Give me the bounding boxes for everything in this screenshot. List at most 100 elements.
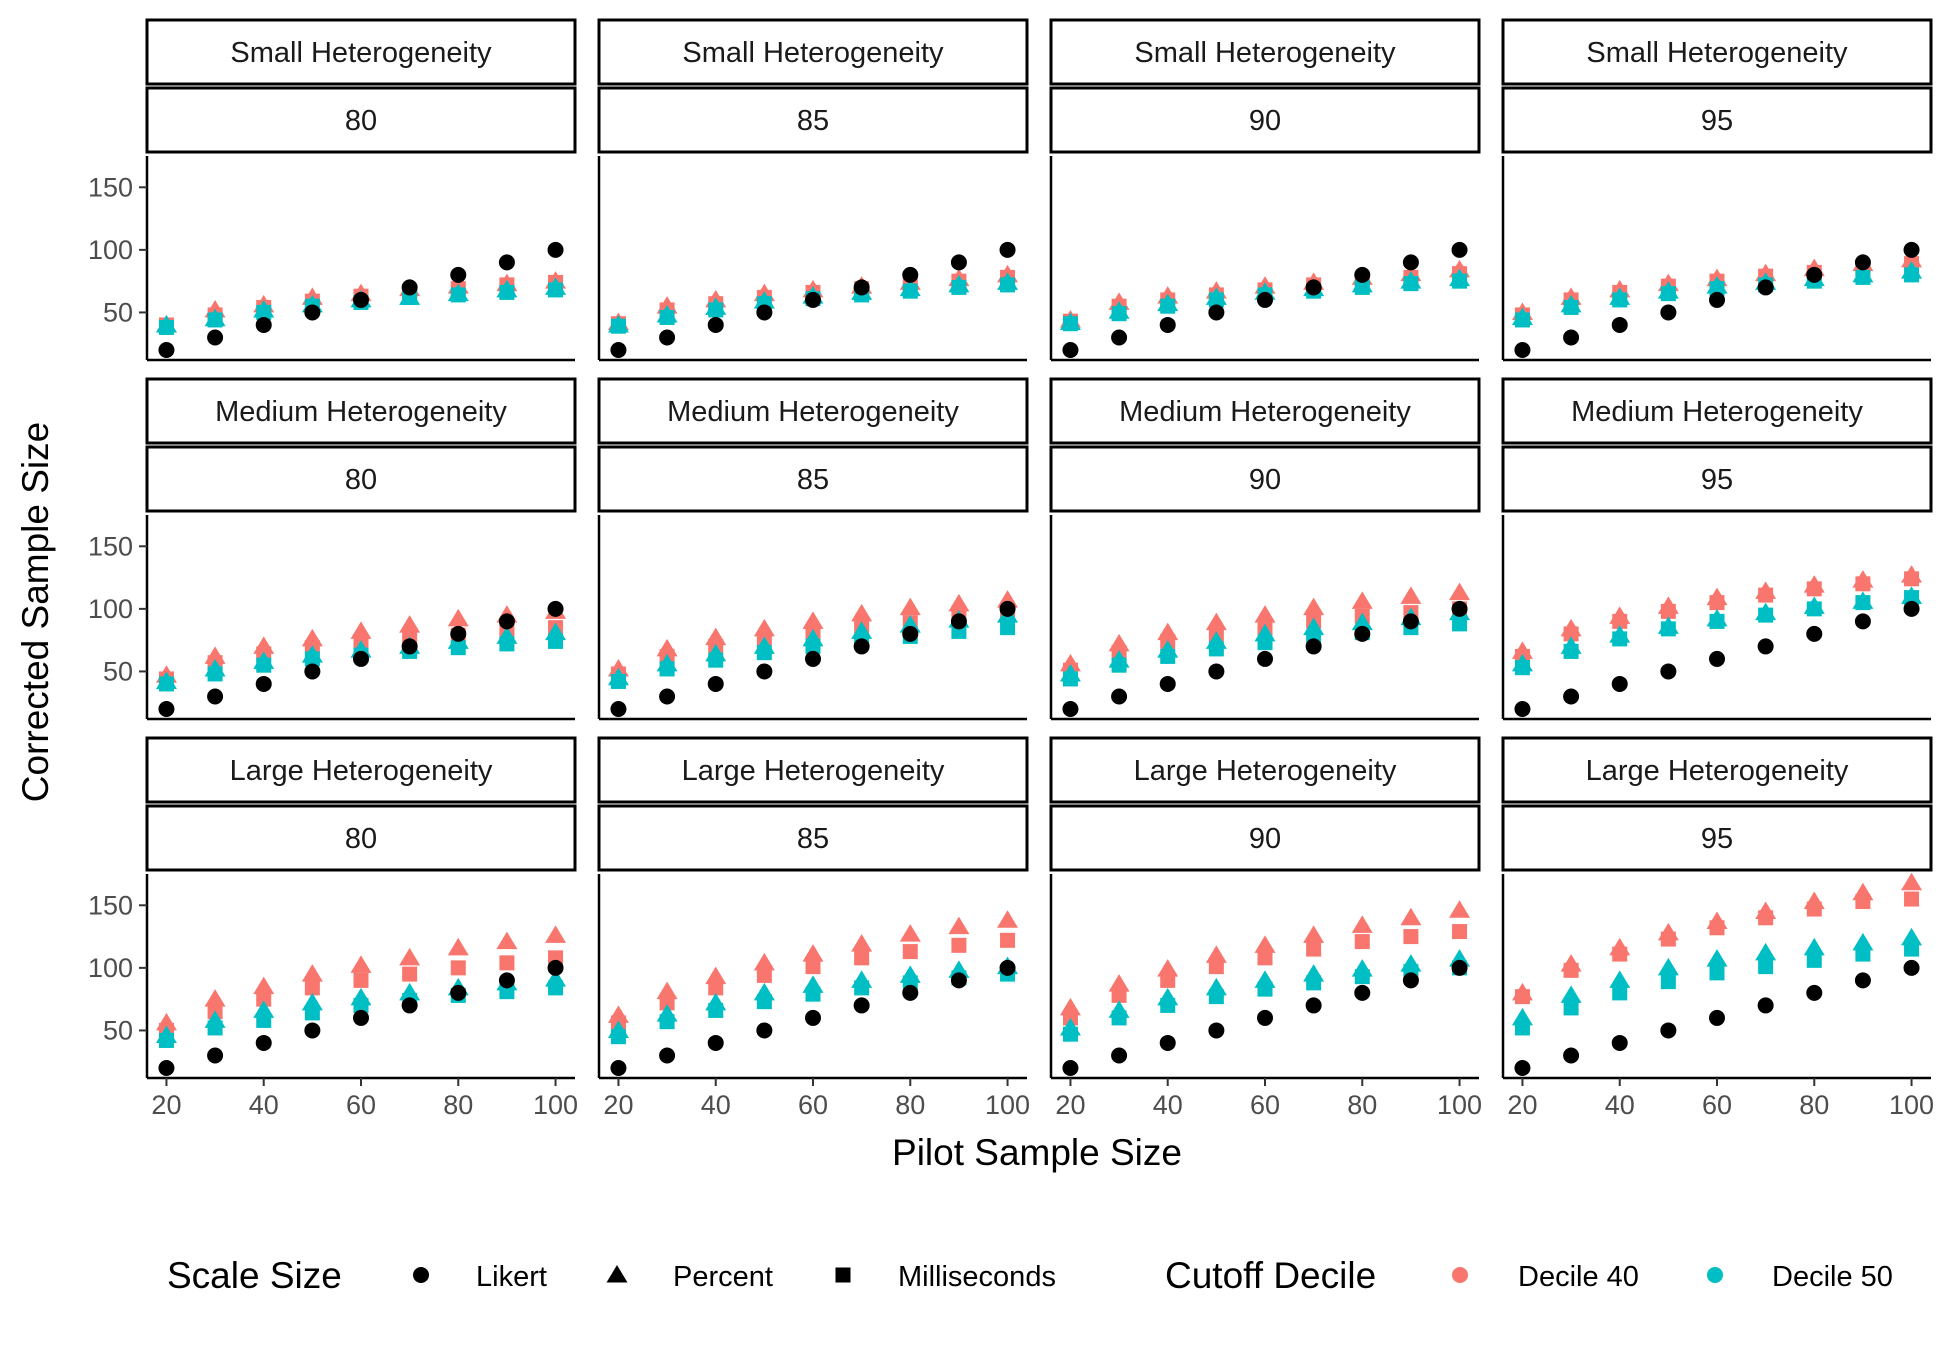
point-likert — [902, 984, 919, 1001]
point-likert — [353, 1009, 369, 1026]
point-milliseconds-decile50 — [1208, 292, 1224, 308]
x-tick-label: 80 — [1347, 1090, 1377, 1120]
legend-color-title: Cutoff Decile — [1165, 1255, 1376, 1296]
point-likert — [1257, 1009, 1273, 1026]
point-milliseconds-decile50 — [610, 673, 626, 689]
point-likert — [1854, 254, 1871, 271]
x-tick-label: 60 — [798, 1090, 828, 1120]
point-likert — [353, 650, 369, 667]
facet-strip-row — [145, 377, 577, 445]
facet-panel: Large Heterogeneity 80 50 100 150 20 40 60 80 100 — [88, 736, 578, 1120]
point-percent-decile40 — [1157, 959, 1179, 977]
point-likert — [1903, 600, 1920, 617]
point-likert — [902, 625, 919, 642]
facet-strip-row-label: Medium Heterogeneity — [1119, 396, 1411, 428]
x-tick-label: 40 — [701, 1090, 731, 1120]
point-milliseconds-decile50 — [1612, 631, 1628, 647]
x-tick-label: 100 — [985, 1090, 1030, 1120]
point-likert — [1611, 1034, 1628, 1051]
point-milliseconds-decile40 — [1709, 920, 1725, 936]
point-milliseconds-decile50 — [1709, 281, 1725, 297]
point-likert — [1402, 972, 1419, 989]
point-likert — [1806, 266, 1823, 283]
point-milliseconds-decile50 — [304, 1005, 320, 1021]
facet-strip-row — [597, 736, 1029, 804]
point-likert — [999, 959, 1016, 976]
facet-panel: Large Heterogeneity 85 20 40 60 80 100 — [597, 736, 1030, 1120]
point-milliseconds-decile40 — [1354, 934, 1370, 950]
point-likert — [610, 341, 627, 358]
point-milliseconds-decile50 — [207, 1020, 223, 1036]
point-likert — [707, 675, 724, 692]
point-milliseconds-decile50 — [805, 638, 821, 654]
point-likert — [1305, 279, 1322, 296]
point-milliseconds-decile40 — [854, 950, 870, 966]
point-milliseconds-decile50 — [1000, 277, 1016, 293]
point-milliseconds-decile50 — [207, 312, 223, 328]
legend-label: Decile 50 — [1772, 1261, 1893, 1293]
point-milliseconds-decile50 — [756, 994, 772, 1010]
point-milliseconds-decile40 — [1612, 946, 1628, 962]
point-milliseconds-decile50 — [659, 309, 675, 325]
facet-strip-row-label: Medium Heterogeneity — [667, 396, 959, 428]
facet-strip-col-label: 90 — [1249, 823, 1281, 855]
point-likert — [1111, 329, 1128, 346]
point-percent-decile40 — [948, 593, 970, 612]
facet-strip-col — [1049, 86, 1481, 154]
facet-strip-col-label: 80 — [345, 464, 377, 496]
point-milliseconds-decile50 — [1111, 1010, 1127, 1026]
facet-strip-row — [1501, 736, 1933, 804]
point-likert — [1563, 329, 1580, 346]
facet-strip-row-label: Small Heterogeneity — [230, 37, 492, 69]
point-milliseconds-decile50 — [708, 302, 724, 318]
point-likert — [853, 638, 870, 655]
point-percent-decile40 — [1351, 591, 1373, 609]
point-milliseconds-decile50 — [450, 287, 466, 303]
facet-strip-col-label: 85 — [797, 464, 829, 496]
point-likert — [304, 1022, 321, 1039]
point-likert — [547, 959, 564, 976]
point-milliseconds-decile40 — [805, 959, 821, 975]
point-percent-decile40 — [204, 989, 226, 1007]
facet-strip-col-label: 90 — [1249, 105, 1281, 137]
point-likert — [1208, 1022, 1225, 1039]
point-likert — [1806, 984, 1823, 1001]
point-likert — [805, 650, 821, 667]
point-likert — [853, 997, 870, 1014]
facet-strip-row — [1501, 18, 1933, 86]
facet-panel: Medium Heterogeneity 95 — [1501, 377, 1933, 721]
point-milliseconds-decile40 — [1000, 932, 1016, 948]
point-likert — [1611, 675, 1628, 692]
facet-strip-row-label: Small Heterogeneity — [682, 37, 944, 69]
point-milliseconds-decile50 — [854, 980, 870, 996]
facet-strip-col-label: 80 — [345, 105, 377, 137]
facet-panel: Small Heterogeneity 90 — [1049, 18, 1481, 362]
point-likert — [950, 972, 967, 989]
point-milliseconds-decile50 — [1257, 635, 1273, 651]
point-milliseconds-decile40 — [659, 995, 675, 1011]
point-percent-decile40 — [1303, 925, 1325, 943]
point-likert — [1208, 663, 1225, 680]
facet-strip-row — [145, 18, 577, 86]
point-likert — [158, 700, 175, 717]
point-likert — [1451, 959, 1468, 976]
point-milliseconds-decile50 — [659, 1014, 675, 1030]
y-tick-label: 50 — [103, 297, 133, 327]
point-likert — [902, 266, 919, 283]
point-milliseconds-decile50 — [1855, 269, 1871, 285]
point-likert — [255, 675, 272, 692]
point-likert — [1563, 688, 1580, 705]
point-likert — [1257, 650, 1273, 667]
point-milliseconds-decile50 — [610, 318, 626, 334]
point-percent-decile40 — [447, 608, 469, 627]
point-likert — [1757, 638, 1774, 655]
point-milliseconds-decile40 — [951, 937, 967, 953]
x-tick-label: 100 — [533, 1090, 578, 1120]
point-milliseconds-decile50 — [207, 666, 223, 682]
point-milliseconds-decile50 — [902, 283, 918, 299]
x-axis-title: Pilot Sample Size — [892, 1132, 1182, 1173]
facet-strip-row — [597, 18, 1029, 86]
point-likert — [1806, 625, 1823, 642]
point-milliseconds-decile50 — [1514, 312, 1530, 328]
